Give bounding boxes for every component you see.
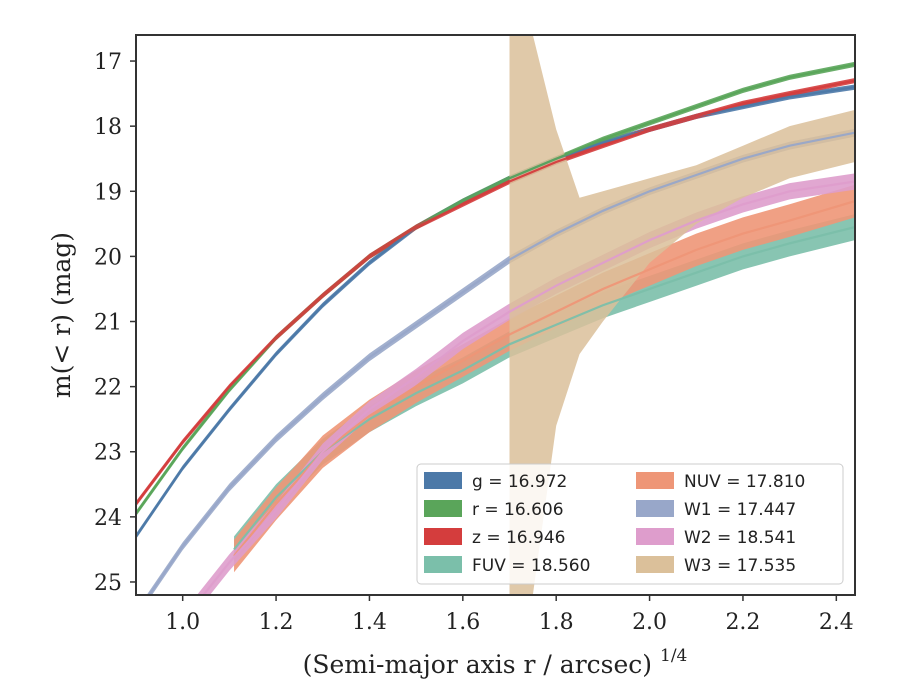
y-tick-label: 21 <box>94 311 122 336</box>
legend-label-w3: W3 = 17.535 <box>684 556 796 576</box>
y-tick-label: 24 <box>94 506 122 531</box>
legend-swatch-fuv <box>424 556 462 573</box>
legend-label-z: z = 16.946 <box>472 528 565 548</box>
series-band-fuv <box>234 214 855 563</box>
series-line-w1 <box>148 131 855 595</box>
legend-swatch-g <box>424 472 462 489</box>
plot-frame <box>135 34 856 596</box>
series-line-r <box>136 63 855 515</box>
y-tick-label: 18 <box>94 115 122 140</box>
legend: g = 16.972 r = 16.606 z = 16.946 FUV = 18.5… <box>416 463 844 585</box>
y-tick-label: 20 <box>94 245 122 270</box>
legend-label-r: r = 16.606 <box>472 500 564 520</box>
data-bands <box>136 35 855 595</box>
legend-box <box>416 463 844 585</box>
legend-swatch-w2 <box>636 528 674 545</box>
x-tick-label: 1.8 <box>539 610 574 635</box>
series-band-r <box>136 61 855 517</box>
y-tick-label: 19 <box>94 180 122 205</box>
legend-label-fuv: FUV = 18.560 <box>472 556 590 576</box>
x-tick-label: 1.2 <box>259 610 294 635</box>
legend-label-nuv: NUV = 17.810 <box>684 472 805 492</box>
x-axis-label: (Semi-major axis r / arcsec) 1/4 <box>303 646 688 679</box>
legend-swatch-w1 <box>636 500 674 517</box>
series-band-nuv <box>234 184 855 573</box>
x-axis-label-text: (Semi-major axis r / arcsec) <box>303 650 652 679</box>
series-band-z <box>136 77 855 507</box>
legend-label-g: g = 16.972 <box>472 472 567 492</box>
x-tick-label: 2.4 <box>819 610 854 635</box>
y-tick-label: 22 <box>94 376 122 401</box>
x-axis-label-superscript: 1/4 <box>660 646 687 666</box>
legend-swatch-nuv <box>636 472 674 489</box>
x-axis-ticks: 1.0 1.2 1.4 1.6 1.8 2.0 2.2 2.4 <box>165 595 854 635</box>
legend-label-w2: W2 = 18.541 <box>684 528 796 548</box>
legend-swatch-w3 <box>636 556 674 573</box>
y-tick-label: 23 <box>94 441 122 466</box>
series-line-z <box>136 79 855 505</box>
y-tick-label: 25 <box>94 571 122 596</box>
y-tick-label: 17 <box>94 50 122 75</box>
legend-swatch-r <box>424 500 462 517</box>
y-axis-ticks: 17 18 19 20 21 22 23 24 25 <box>94 50 136 596</box>
x-tick-label: 1.0 <box>165 610 200 635</box>
series-line-w2 <box>202 180 855 595</box>
x-tick-label: 2.2 <box>725 610 760 635</box>
series-band-w3 <box>509 35 855 595</box>
data-lines <box>136 63 855 595</box>
y-axis-label: m(< r) (mag) <box>47 232 76 398</box>
x-tick-label: 1.4 <box>352 610 387 635</box>
x-tick-label: 1.6 <box>445 610 480 635</box>
legend-swatch-z <box>424 528 462 545</box>
legend-label-w1: W1 = 17.447 <box>684 500 796 520</box>
x-tick-label: 2.0 <box>632 610 667 635</box>
